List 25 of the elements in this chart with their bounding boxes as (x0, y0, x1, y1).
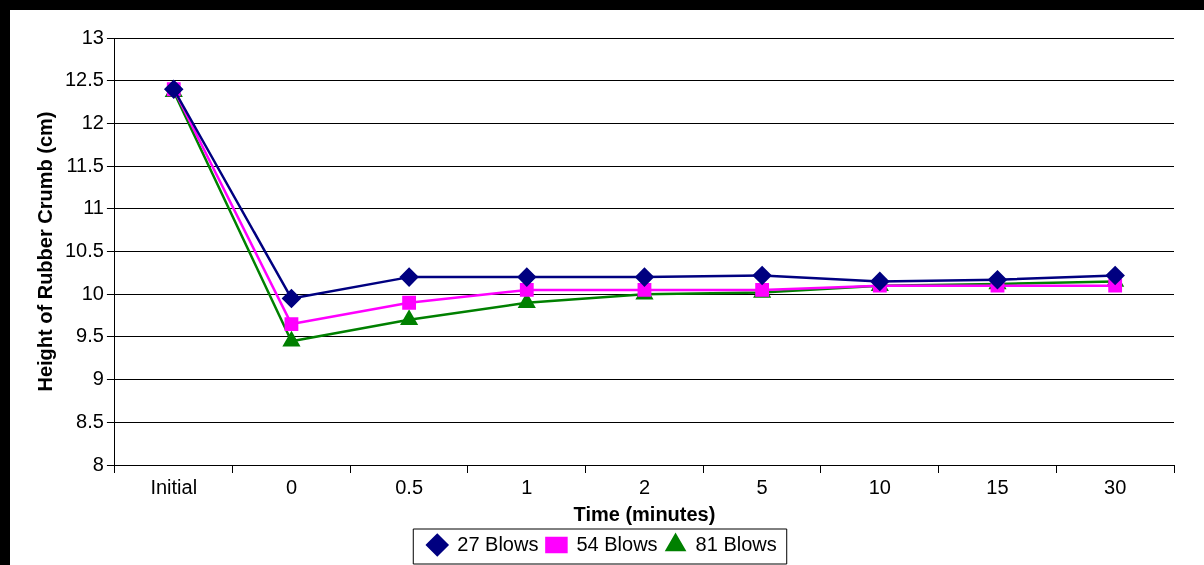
x-tick-label: 10 (868, 475, 891, 498)
y-tick-label: 10 (81, 281, 104, 304)
y-tick-label: 12.5 (64, 68, 104, 91)
y-tick-label: 13 (81, 25, 104, 48)
y-tick-label: 12 (81, 110, 104, 133)
x-tick-label: 30 (1104, 475, 1127, 498)
y-tick-label: 9.5 (76, 324, 104, 347)
x-tick-label: 1 (521, 475, 533, 498)
x-tick-label: 2 (638, 475, 651, 498)
y-tick-label: 8.5 (76, 409, 104, 432)
y-tick-label: 8 (92, 452, 104, 475)
x-axis-title: Time (minutes) (573, 502, 716, 525)
legend-label: 81 Blows (695, 532, 777, 555)
x-tick-label: Initial (150, 475, 198, 498)
y-tick-label: 11.5 (66, 153, 104, 176)
y-axis-title: Height of Rubber Crumb (cm) (33, 111, 56, 392)
legend-label: 54 Blows (576, 532, 658, 555)
x-tick-label: 0.5 (395, 475, 424, 498)
y-tick-label: 9 (92, 367, 104, 390)
x-tick-label: 15 (986, 475, 1009, 498)
x-tick-label: 5 (756, 475, 768, 498)
legend-label: 27 Blows (457, 532, 539, 555)
y-tick-label: 11 (83, 196, 104, 219)
x-tick-label: 0 (285, 475, 297, 498)
y-tick-label: 10.5 (64, 239, 104, 262)
